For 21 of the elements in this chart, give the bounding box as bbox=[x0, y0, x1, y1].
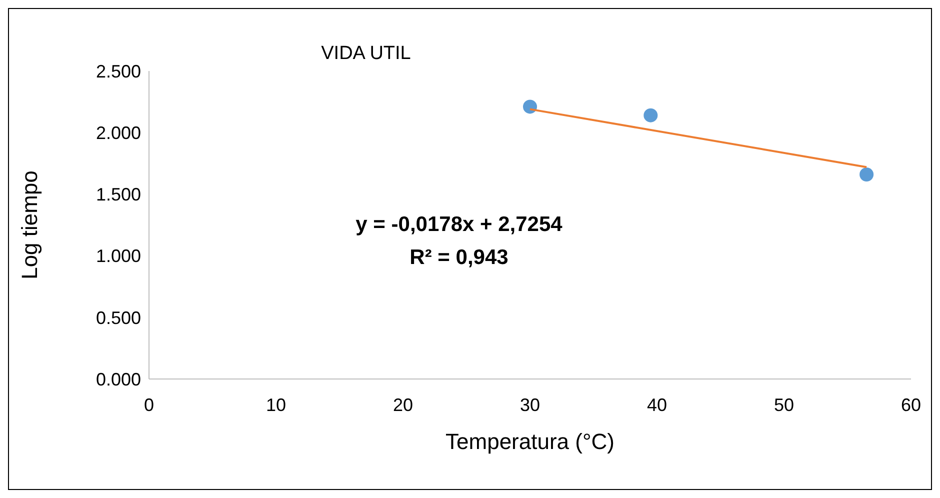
x-tick-label: 10 bbox=[266, 395, 286, 415]
x-tick-label: 50 bbox=[774, 395, 794, 415]
annotation: y = -0,0178x + 2,7254 bbox=[356, 213, 563, 236]
y-tick-label: 1.000 bbox=[96, 246, 141, 266]
x-tick-label: 30 bbox=[520, 395, 540, 415]
y-axis-title: Log tiempo bbox=[16, 170, 42, 280]
annotation: R² = 0,943 bbox=[410, 246, 508, 269]
x-tick-label: 60 bbox=[900, 395, 922, 415]
x-tick-label: 20 bbox=[392, 395, 414, 415]
y-tick-label: 2.000 bbox=[96, 122, 141, 143]
point bbox=[644, 108, 658, 122]
x-tick-label: 40 bbox=[646, 395, 668, 415]
y-tick-label: 0.500 bbox=[96, 308, 141, 328]
y-tick-label: 2.500 bbox=[96, 61, 141, 82]
y-tick-label: 0.000 bbox=[96, 369, 141, 390]
y-tick-label: 1.500 bbox=[96, 184, 141, 205]
x-axis-title: Temperatura (°C) bbox=[446, 429, 614, 454]
x-tick-label: 0 bbox=[144, 395, 154, 415]
chart-title: VIDA UTIL bbox=[321, 43, 411, 64]
point bbox=[523, 100, 537, 114]
point bbox=[860, 167, 874, 182]
